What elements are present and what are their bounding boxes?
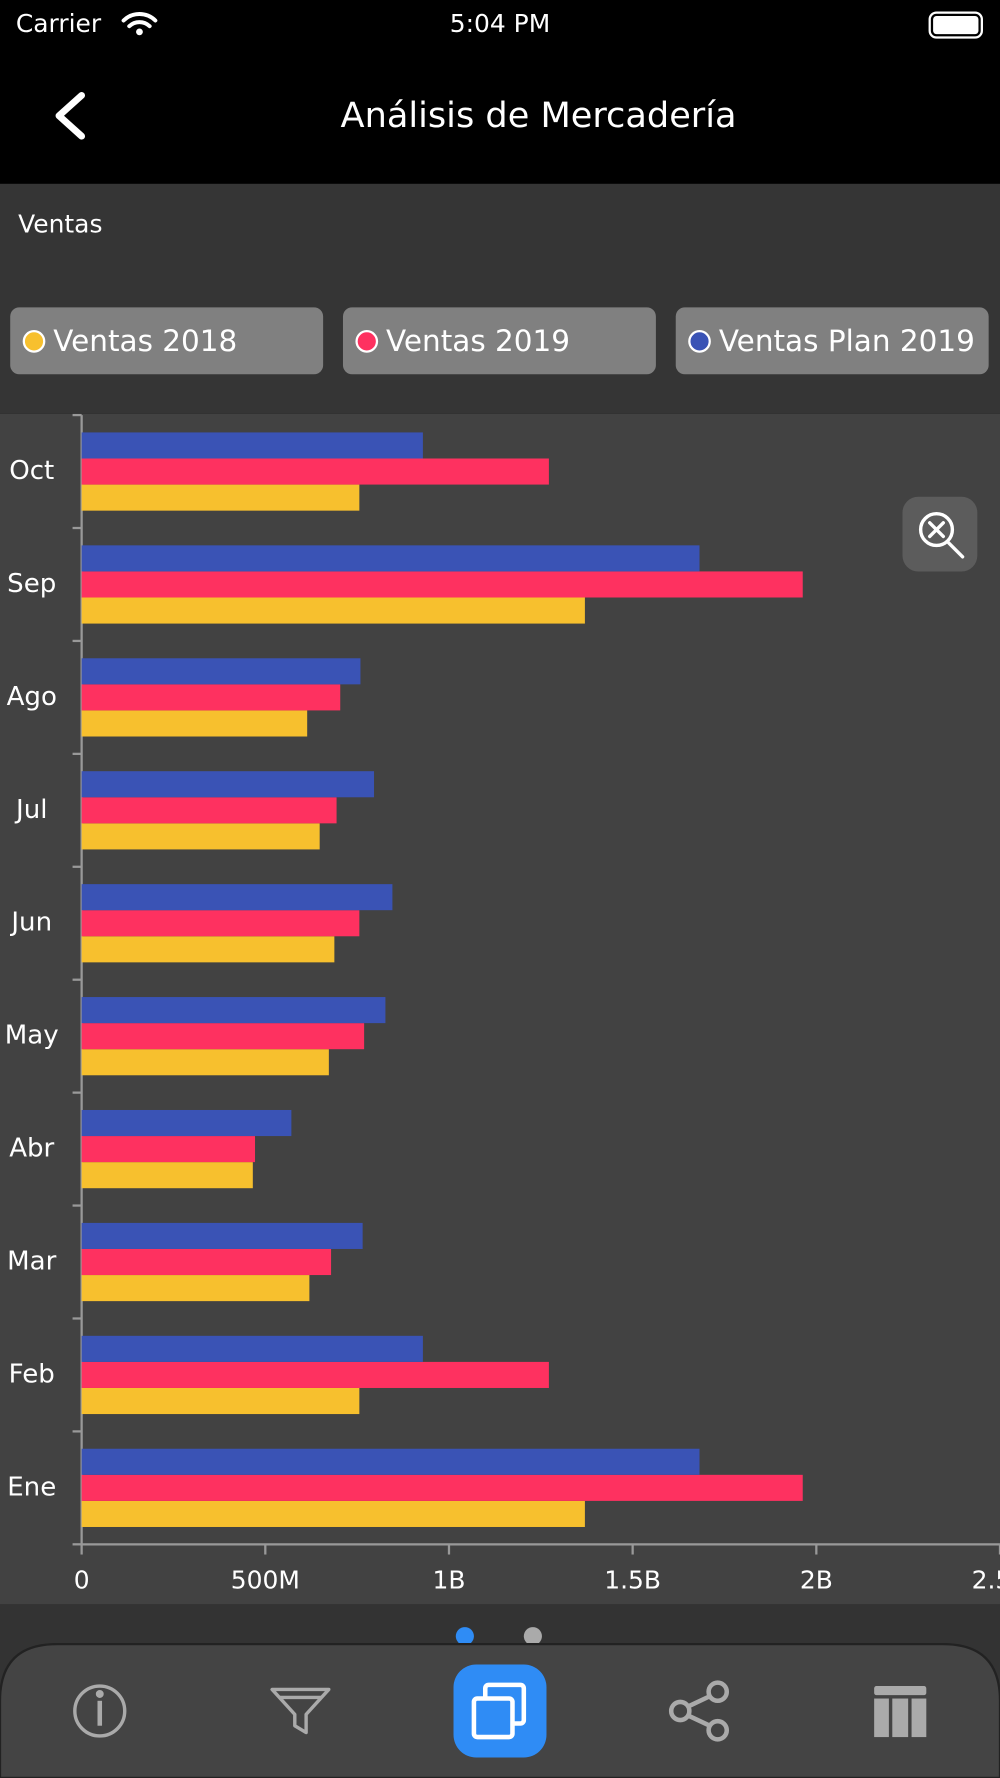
legend-label: Ventas 2018 (53, 324, 237, 358)
bar (81, 545, 700, 572)
y-tick-label: Feb (9, 1359, 55, 1389)
bar (81, 910, 360, 937)
bar (81, 1109, 292, 1137)
header-bg (0, 0, 1000, 184)
zoom-icon-lines (928, 521, 965, 559)
bar (81, 823, 320, 850)
bar (81, 1474, 803, 1501)
bar (81, 1275, 310, 1302)
bar (81, 1222, 363, 1249)
y-tick-label: Jun (9, 908, 52, 938)
page-title: Análisis de Mercadería (341, 95, 737, 136)
bar (81, 1023, 365, 1050)
bar (81, 1248, 332, 1276)
bar (81, 1162, 253, 1189)
bar (81, 1448, 700, 1475)
bar (81, 710, 308, 737)
bar (81, 997, 386, 1024)
bar (81, 684, 341, 711)
legend-button[interactable] (10, 307, 324, 375)
y-tick-label: Sep (7, 569, 56, 599)
battery (928, 11, 983, 39)
bar (81, 484, 360, 511)
section-title: Ventas (18, 210, 102, 239)
bar (81, 458, 549, 485)
legend-label: Ventas Plan 2019 (719, 324, 975, 358)
bar (81, 1335, 423, 1362)
legend-label: Ventas 2019 (386, 324, 570, 358)
back-button[interactable] (55, 91, 86, 140)
clock: 5:04 PM (450, 9, 550, 38)
bar (81, 1136, 256, 1163)
bar (81, 884, 393, 911)
bar (81, 771, 375, 798)
x-tick-label: 500M (231, 1566, 300, 1595)
y-tick-label: Abr (9, 1134, 54, 1164)
legend-swatch (688, 330, 711, 353)
x-tick-label: 0 (74, 1566, 90, 1595)
battery-level (933, 15, 979, 35)
wifi-dot (136, 28, 143, 36)
y-tick-label: Mar (7, 1247, 56, 1277)
bar (81, 1361, 549, 1388)
x-tick-label: 2.5B (972, 1566, 1000, 1595)
legend-swatch (22, 330, 46, 353)
tab-compare-icon (471, 1682, 527, 1740)
legend: Ventas 2018 Ventas 2019 Ventas Plan 2019 (10, 307, 989, 375)
zoom-icon (918, 512, 955, 548)
card-header (0, 183, 1000, 414)
legend-swatch (355, 330, 379, 353)
page-dot[interactable] (523, 1627, 542, 1646)
x-tick-label: 2B (800, 1566, 833, 1595)
carrier: Carrier (16, 9, 102, 38)
page-dot-active[interactable] (455, 1627, 474, 1646)
bar (81, 571, 803, 598)
y-tick-label: Ago (7, 682, 57, 712)
bar (81, 936, 335, 963)
y-tick-label: Oct (9, 456, 54, 486)
wifi-icon (121, 12, 158, 29)
tab-filter[interactable] (270, 1687, 331, 1735)
bar (81, 658, 361, 685)
legend-button[interactable] (675, 307, 989, 375)
chart: 0 500M 1B 1.5B 2B 2.5B Ene Feb Mar Abr May Jun Jul Ag… (5, 413, 1000, 1595)
bar (81, 432, 423, 459)
y-tick-label: Ene (7, 1472, 56, 1502)
tab-share[interactable] (668, 1680, 730, 1742)
tab-info[interactable] (73, 1684, 127, 1738)
bar (81, 1049, 329, 1076)
bar (81, 797, 337, 824)
bar (81, 597, 585, 624)
legend-button[interactable] (342, 307, 656, 375)
x-tick-label: 1.5B (604, 1566, 661, 1595)
x-tick-label: 1B (432, 1566, 465, 1595)
tab-table[interactable] (874, 1686, 927, 1738)
y-tick-label: Jul (14, 795, 47, 825)
bar (81, 1387, 360, 1415)
y-tick-label: May (5, 1021, 59, 1051)
bar (81, 1500, 585, 1527)
